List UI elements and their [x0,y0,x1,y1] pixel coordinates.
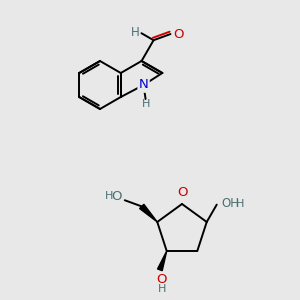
Text: H: H [236,199,244,208]
Text: O: O [111,190,122,203]
Text: H: H [141,99,150,109]
Polygon shape [158,251,167,271]
Polygon shape [140,204,157,222]
Text: H: H [158,284,166,294]
Text: O: O [178,186,188,199]
Text: N: N [139,79,148,92]
Text: H: H [131,26,140,39]
Text: H: H [105,191,113,201]
Text: O: O [157,273,167,286]
Text: O: O [173,28,184,40]
Text: OH: OH [222,197,240,210]
